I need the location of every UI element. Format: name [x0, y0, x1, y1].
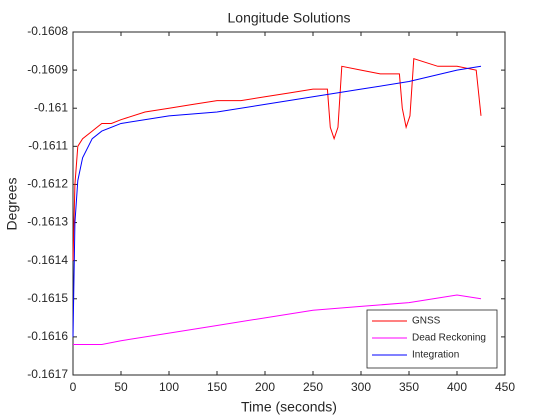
x-tick-label: 50 — [114, 380, 128, 394]
y-tick-label: -0.1617 — [27, 367, 68, 381]
y-axis-label: Degrees — [4, 178, 20, 231]
x-tick-label: 100 — [159, 380, 179, 394]
line-series — [73, 294, 482, 346]
x-tick-label: 150 — [207, 380, 227, 394]
y-tick-label: -0.1615 — [27, 291, 68, 305]
line-series — [72, 65, 482, 337]
x-tick-label: 250 — [303, 380, 323, 394]
x-tick-label: 300 — [351, 380, 371, 394]
y-tick-label: -0.1612 — [27, 177, 68, 191]
legend-label: Dead Reckoning — [412, 333, 486, 344]
x-tick-label: 200 — [255, 380, 275, 394]
x-tick-label: 450 — [495, 380, 515, 394]
x-tick-label: 0 — [70, 380, 77, 394]
y-tick-label: -0.1613 — [27, 215, 68, 229]
legend-label: Integration — [412, 350, 459, 361]
y-tick-label: -0.1608 — [27, 24, 68, 38]
legend-label: GNSS — [412, 316, 441, 327]
chart-title: Longitude Solutions — [228, 10, 351, 26]
x-tick-label: 400 — [447, 380, 467, 394]
x-tick-label: 350 — [399, 380, 419, 394]
y-tick-label: -0.1611 — [28, 139, 68, 153]
y-tick-label: -0.161 — [34, 100, 68, 114]
x-axis-label: Time (seconds) — [241, 399, 337, 415]
line-series — [72, 58, 482, 261]
y-tick-label: -0.1609 — [27, 62, 68, 76]
y-tick-label: -0.1616 — [27, 329, 68, 343]
legend-box — [366, 309, 498, 369]
y-tick-label: -0.1614 — [27, 253, 68, 267]
